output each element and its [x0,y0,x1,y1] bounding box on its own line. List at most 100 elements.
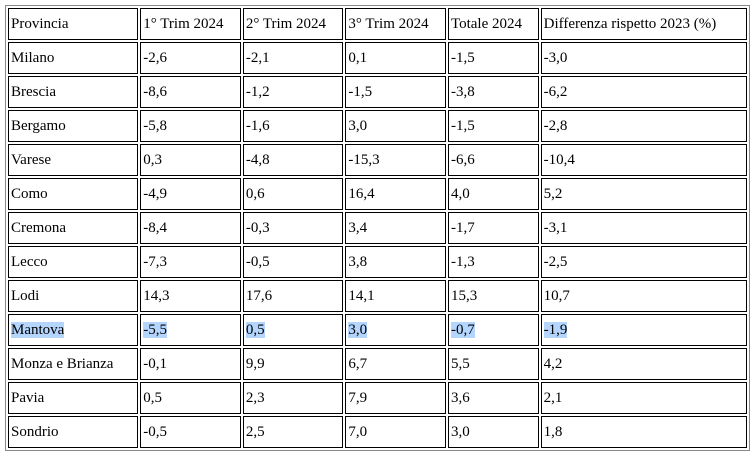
table-cell: 4,2 [540,348,747,380]
cell-text: Varese [11,151,51,168]
cell-text: 14,3 [143,287,170,304]
cell-text: -3,1 [543,219,568,236]
table-cell: 5,5 [447,348,539,380]
table-cell: -6,2 [540,76,747,108]
table-cell: Lecco [8,246,139,278]
table-cell: 2,3 [242,382,344,414]
header-cell: Differenza rispetto 2023 (%) [540,8,747,40]
cell-text: 7,0 [348,423,368,440]
table-cell: -1,6 [242,110,344,142]
table-row: Monza e Brianza -0,1 9,9 6,7 5,5 4,2 [8,348,747,380]
cell-text: -2,1 [245,49,270,66]
cell-text: 10,7 [543,287,570,304]
data-table: Provincia 1° Trim 2024 2° Trim 2024 3° Trim… [5,5,750,451]
table-body: Milano -2,6 -2,1 0,1 -1,5 -3,0 Brescia -8,6 -1,2… [8,42,747,448]
cell-text: 3,8 [348,253,368,270]
header-cell: Totale 2024 [447,8,539,40]
table-cell: 0,3 [140,144,241,176]
cell-text: -4,8 [245,151,270,168]
table-cell: -1,5 [447,42,539,74]
table-cell: 15,3 [447,280,539,312]
table-cell: -6,6 [447,144,539,176]
cell-text: Pavia [11,389,45,406]
header-row: Provincia 1° Trim 2024 2° Trim 2024 3° Trim… [8,8,747,40]
cell-text: 2,5 [245,423,265,440]
cell-text: 2,3 [245,389,265,406]
cell-text: 5,5 [450,355,470,372]
table-cell: 10,7 [540,280,747,312]
cell-text: -8,4 [143,219,168,236]
table-container: Provincia 1° Trim 2024 2° Trim 2024 3° Trim… [5,5,750,451]
cell-text: -5,5 [143,321,168,338]
cell-text: -6,6 [450,151,475,168]
table-cell: Cremona [8,212,139,244]
table-cell: -3,1 [540,212,747,244]
table-cell: -15,3 [345,144,446,176]
table-cell: 2,5 [242,416,344,448]
cell-text: -1,9 [543,321,568,338]
table-cell: -1,2 [242,76,344,108]
table-cell: 6,7 [345,348,446,380]
cell-text: -8,6 [143,83,168,100]
cell-text: 3,6 [450,389,470,406]
table-row: Pavia 0,5 2,3 7,9 3,6 2,1 [8,382,747,414]
table-cell: 4,0 [447,178,539,210]
cell-text: -0,5 [245,253,270,270]
table-cell: Mantova [8,314,139,346]
cell-text: 9,9 [245,355,265,372]
cell-text: 14,1 [348,287,375,304]
table-cell: -2,6 [140,42,241,74]
cell-text: 3,0 [348,117,368,134]
table-cell: -1,5 [447,110,539,142]
table-cell: -10,4 [540,144,747,176]
cell-text: Lecco [11,253,48,270]
cell-text: -7,3 [143,253,168,270]
table-row: Varese 0,3 -4,8 -15,3 -6,6 -10,4 [8,144,747,176]
cell-text: -1,7 [450,219,475,236]
table-cell: -0,7 [447,314,539,346]
table-row: Milano -2,6 -2,1 0,1 -1,5 -3,0 [8,42,747,74]
cell-text: 4,0 [450,185,470,202]
table-cell: 17,6 [242,280,344,312]
cell-text: -0,7 [450,321,475,338]
cell-text: Milano [11,49,55,66]
table-cell: -4,8 [242,144,344,176]
cell-text: -0,3 [245,219,270,236]
cell-text: -1,5 [348,83,373,100]
table-cell: Bergamo [8,110,139,142]
table-row: Cremona -8,4 -0,3 3,4 -1,7 -3,1 [8,212,747,244]
table-cell: -0,3 [242,212,344,244]
table-cell: 14,1 [345,280,446,312]
cell-text: 0,6 [245,185,265,202]
table-cell: 1,8 [540,416,747,448]
table-cell: Monza e Brianza [8,348,139,380]
cell-text: -1,3 [450,253,475,270]
table-cell: -1,5 [345,76,446,108]
table-cell: -2,8 [540,110,747,142]
table-cell: 3,0 [447,416,539,448]
table-row: Lodi 14,3 17,6 14,1 15,3 10,7 [8,280,747,312]
table-cell: -0,1 [140,348,241,380]
header-cell: 3° Trim 2024 [345,8,446,40]
table-cell: 0,5 [140,382,241,414]
table-cell: Sondrio [8,416,139,448]
cell-text: -15,3 [348,151,380,168]
cell-text: 3,0 [450,423,470,440]
cell-text: 4,2 [543,355,563,372]
table-cell: 7,0 [345,416,446,448]
cell-text: -1,5 [450,117,475,134]
table-cell: 3,0 [345,314,446,346]
table-cell: 0,6 [242,178,344,210]
table-cell: 3,4 [345,212,446,244]
header-cell: 1° Trim 2024 [140,8,241,40]
table-row: Mantova -5,5 0,5 3,0 -0,7 -1,9 [8,314,747,346]
table-cell: -2,5 [540,246,747,278]
cell-text: 0,1 [348,49,368,66]
cell-text: -2,5 [543,253,568,270]
cell-text: 0,5 [143,389,163,406]
cell-text: -1,2 [245,83,270,100]
table-cell: 14,3 [140,280,241,312]
cell-text: 3,4 [348,219,368,236]
table-cell: Pavia [8,382,139,414]
cell-text: 7,9 [348,389,368,406]
